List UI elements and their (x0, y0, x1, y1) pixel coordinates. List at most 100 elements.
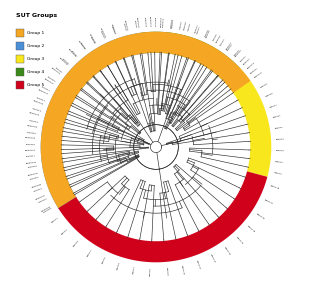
Text: ZmSUT5: ZmSUT5 (216, 34, 222, 43)
Text: SbSUT6: SbSUT6 (273, 115, 281, 118)
Text: SoSUT1: SoSUT1 (241, 55, 247, 62)
Text: OsSUT1: OsSUT1 (51, 217, 59, 223)
Text: ScSUT10: ScSUT10 (46, 76, 55, 82)
FancyBboxPatch shape (16, 81, 24, 89)
Text: OsSUT4: OsSUT4 (87, 248, 92, 256)
Text: SoSUT10: SoSUT10 (171, 18, 173, 28)
Text: OsSUT8: OsSUT8 (150, 267, 151, 276)
Text: SoSUT6: SoSUT6 (205, 29, 209, 37)
Text: ScSUT16: ScSUT16 (26, 143, 36, 145)
Text: SbSUT7: SbSUT7 (269, 104, 278, 108)
Text: ZmSUT21: ZmSUT21 (44, 78, 54, 84)
Text: ZmSUT22: ZmSUT22 (38, 89, 48, 95)
Polygon shape (41, 33, 144, 210)
Text: ScSUT5: ScSUT5 (90, 36, 95, 44)
Text: ZmSUT8: ZmSUT8 (184, 21, 187, 30)
Text: ZmSUT3: ZmSUT3 (235, 49, 242, 57)
Text: ScSUT13: ScSUT13 (32, 108, 41, 112)
Text: ScSUT22: ScSUT22 (43, 207, 52, 213)
Text: SoSUT13: SoSUT13 (144, 17, 146, 27)
Text: ZmSUT18: ZmSUT18 (68, 49, 76, 58)
Text: OsSUT15: OsSUT15 (246, 225, 255, 233)
Text: ZmSUT15: ZmSUT15 (100, 28, 105, 39)
Text: ZmSUT17: ZmSUT17 (78, 41, 85, 50)
Text: Group 3: Group 3 (27, 57, 44, 61)
Text: OsSUT14: OsSUT14 (236, 236, 243, 245)
Polygon shape (142, 32, 240, 83)
Text: ZmSUT7: ZmSUT7 (195, 24, 199, 34)
Text: ZmSUT30: ZmSUT30 (31, 184, 42, 188)
Text: SbSUT2: SbSUT2 (275, 161, 284, 163)
Text: ZmSUT31: ZmSUT31 (36, 195, 46, 200)
Text: ScSUT2: ScSUT2 (122, 22, 125, 31)
Text: OsSUT5: OsSUT5 (101, 256, 106, 264)
Text: OsSUT9: OsSUT9 (166, 267, 167, 275)
Text: ZmSUT13: ZmSUT13 (124, 20, 127, 31)
Text: OsSUT12: OsSUT12 (210, 254, 216, 263)
Text: ZmSUT14: ZmSUT14 (111, 23, 116, 34)
Text: ScSUT3: ScSUT3 (111, 26, 115, 34)
Text: ZmSUT1: ZmSUT1 (251, 67, 259, 74)
Text: SoSUT2: SoSUT2 (234, 49, 241, 56)
Polygon shape (58, 171, 267, 262)
Text: ZmSUT29: ZmSUT29 (28, 173, 39, 176)
Text: ZmSUT28: ZmSUT28 (26, 161, 37, 164)
Text: OsSUT18: OsSUT18 (270, 185, 280, 189)
Text: SoSUT7: SoSUT7 (197, 26, 201, 34)
Text: SbSUT4: SbSUT4 (276, 139, 285, 140)
Text: SbSUT8: SbSUT8 (265, 93, 273, 98)
Polygon shape (41, 32, 251, 208)
Text: SoSUT4: SoSUT4 (220, 38, 226, 46)
FancyBboxPatch shape (16, 68, 24, 76)
Text: ZmSUT25: ZmSUT25 (27, 125, 37, 128)
Text: ScSUT6: ScSUT6 (80, 43, 86, 50)
Text: ZmSUT32: ZmSUT32 (41, 205, 51, 212)
Text: ZmSUT19: ZmSUT19 (59, 58, 68, 66)
Text: ZmSUT6: ZmSUT6 (206, 29, 211, 38)
Text: ZmSUT27: ZmSUT27 (25, 150, 36, 151)
Text: ScSUT19: ScSUT19 (30, 177, 40, 180)
Text: OsSUT6: OsSUT6 (117, 262, 121, 270)
Text: ScSUT14: ScSUT14 (28, 120, 38, 123)
Text: OsSUT10: OsSUT10 (181, 264, 184, 275)
Text: ScSUT7: ScSUT7 (71, 50, 77, 57)
Text: SbSUT5: SbSUT5 (275, 127, 284, 129)
Text: SbSUT10: SbSUT10 (254, 72, 263, 78)
FancyBboxPatch shape (16, 42, 24, 50)
Text: SbSUT11: SbSUT11 (247, 62, 256, 69)
Text: SoSUT12: SoSUT12 (154, 17, 155, 27)
Text: ZmSUT4: ZmSUT4 (226, 41, 232, 50)
Text: OsSUT2: OsSUT2 (61, 229, 69, 235)
Text: ScSUT20: ScSUT20 (33, 187, 43, 192)
Text: ScSUT9: ScSUT9 (55, 67, 62, 73)
Text: SUT Groups: SUT Groups (16, 13, 57, 18)
Text: ScSUT11: ScSUT11 (41, 86, 50, 92)
Text: ZmSUT11: ZmSUT11 (149, 16, 150, 27)
Text: SoSUT5: SoSUT5 (212, 33, 217, 41)
FancyBboxPatch shape (16, 55, 24, 63)
Text: ScSUT18: ScSUT18 (27, 166, 37, 168)
Text: SbSUT3: SbSUT3 (276, 150, 285, 152)
Text: Group 1: Group 1 (27, 31, 44, 35)
Text: SbSUT9: SbSUT9 (260, 83, 268, 88)
Text: ScSUT15: ScSUT15 (27, 132, 37, 134)
FancyBboxPatch shape (16, 29, 24, 37)
Text: ZmSUT10: ZmSUT10 (161, 16, 162, 27)
Polygon shape (225, 69, 271, 177)
Text: SoSUT9: SoSUT9 (180, 21, 183, 29)
Text: OsSUT7: OsSUT7 (133, 265, 136, 274)
Text: ScSUT4: ScSUT4 (100, 31, 105, 39)
Text: ScSUT1: ScSUT1 (134, 20, 136, 29)
Text: ZmSUT20: ZmSUT20 (51, 67, 61, 75)
Text: OsSUT16: OsSUT16 (256, 213, 265, 219)
Text: SoSUT8: SoSUT8 (188, 23, 192, 31)
Text: ZmSUT23: ZmSUT23 (33, 101, 44, 105)
Text: ScSUT17: ScSUT17 (26, 155, 36, 157)
Text: ZmSUT9: ZmSUT9 (172, 18, 174, 28)
Text: Group 4: Group 4 (27, 70, 44, 74)
Text: ZmSUT16: ZmSUT16 (89, 34, 95, 44)
Text: ZmSUT24: ZmSUT24 (29, 113, 40, 116)
Text: ZmSUT12: ZmSUT12 (136, 17, 139, 28)
Text: OsSUT13: OsSUT13 (223, 246, 230, 255)
Text: Group 2: Group 2 (27, 44, 44, 48)
